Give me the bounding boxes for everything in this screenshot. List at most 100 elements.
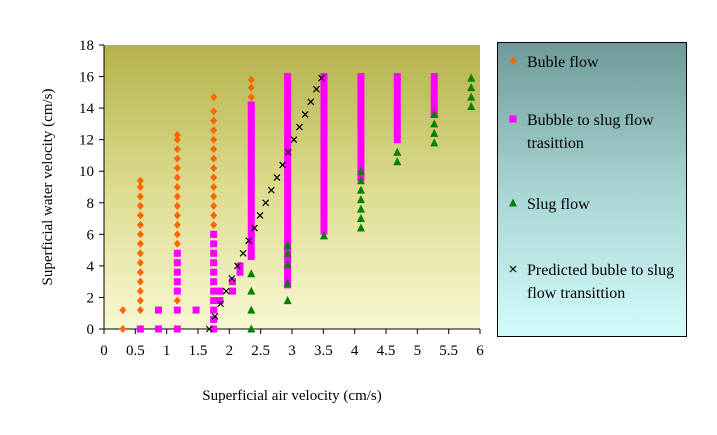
x-tick-label: 0.5 xyxy=(126,343,145,359)
point xyxy=(173,296,181,305)
point xyxy=(284,91,292,99)
point xyxy=(210,240,218,248)
point xyxy=(211,312,219,320)
point xyxy=(393,91,401,99)
point xyxy=(430,119,439,128)
point xyxy=(320,164,328,172)
point xyxy=(284,205,292,213)
point xyxy=(239,249,247,257)
point xyxy=(247,269,256,278)
point xyxy=(393,110,401,118)
point xyxy=(284,148,292,156)
point xyxy=(356,176,365,185)
point xyxy=(173,130,181,139)
point xyxy=(210,93,218,102)
point xyxy=(173,211,181,220)
point xyxy=(136,220,144,229)
point xyxy=(228,287,236,295)
point xyxy=(320,196,328,204)
point xyxy=(467,102,476,111)
y-tick-label: 10 xyxy=(79,164,94,180)
point xyxy=(210,145,218,154)
point xyxy=(296,123,303,131)
legend-entry: Predicted buble to slug flow transittion xyxy=(506,259,684,305)
point xyxy=(284,136,292,144)
point xyxy=(284,79,292,87)
point xyxy=(256,211,264,219)
x-tick-label: 4.5 xyxy=(377,343,396,359)
point xyxy=(320,189,328,197)
point xyxy=(357,123,365,131)
point xyxy=(247,252,255,260)
point xyxy=(318,74,325,82)
point xyxy=(173,164,181,173)
point xyxy=(357,79,365,87)
point xyxy=(247,202,255,210)
point xyxy=(467,73,476,82)
point xyxy=(279,161,287,169)
point xyxy=(283,278,292,287)
point xyxy=(283,296,292,305)
point xyxy=(320,95,328,103)
point xyxy=(430,73,438,81)
point xyxy=(155,325,163,333)
point xyxy=(247,170,255,178)
legend-swatch xyxy=(509,198,517,207)
y-tick-label: 6 xyxy=(87,227,95,243)
point xyxy=(210,287,218,295)
point xyxy=(173,325,181,333)
point xyxy=(320,73,328,81)
point xyxy=(136,258,144,267)
legend-entry: Buble flow xyxy=(506,51,684,74)
point xyxy=(247,305,256,314)
point xyxy=(136,277,144,286)
point xyxy=(320,82,328,90)
point xyxy=(393,136,401,144)
point xyxy=(247,139,255,147)
point xyxy=(262,199,270,207)
point xyxy=(247,215,255,223)
point xyxy=(430,128,439,137)
x-tick-label: 1.5 xyxy=(189,343,208,359)
point xyxy=(283,259,292,268)
point xyxy=(393,117,401,125)
point xyxy=(247,158,255,166)
point xyxy=(319,231,328,240)
point xyxy=(284,186,292,194)
point xyxy=(301,110,309,118)
point xyxy=(284,174,292,182)
legend-label: Buble flow xyxy=(527,54,599,71)
point xyxy=(136,192,144,201)
point xyxy=(313,85,320,93)
point xyxy=(173,287,181,295)
point xyxy=(357,142,365,150)
point xyxy=(393,73,401,81)
point xyxy=(210,116,218,125)
point xyxy=(356,195,365,204)
point xyxy=(136,183,144,191)
y-axis-label: Superficial water velocity (cm/s) xyxy=(40,88,56,285)
point xyxy=(173,230,181,239)
x-tick-label: 2 xyxy=(226,343,234,359)
point xyxy=(284,142,292,150)
point xyxy=(284,224,292,232)
point xyxy=(136,249,144,258)
point xyxy=(393,129,401,137)
point xyxy=(357,85,365,93)
point xyxy=(247,189,255,197)
point xyxy=(247,83,255,92)
point xyxy=(192,306,200,314)
point xyxy=(247,227,255,235)
point xyxy=(509,57,517,65)
point xyxy=(320,221,328,229)
y-tick-label: 14 xyxy=(79,101,95,117)
point xyxy=(509,115,517,123)
plot-area xyxy=(104,45,480,329)
point xyxy=(393,85,401,93)
x-tick-label: 3 xyxy=(288,343,296,359)
point xyxy=(173,239,181,248)
point xyxy=(284,192,292,200)
point xyxy=(393,79,401,87)
